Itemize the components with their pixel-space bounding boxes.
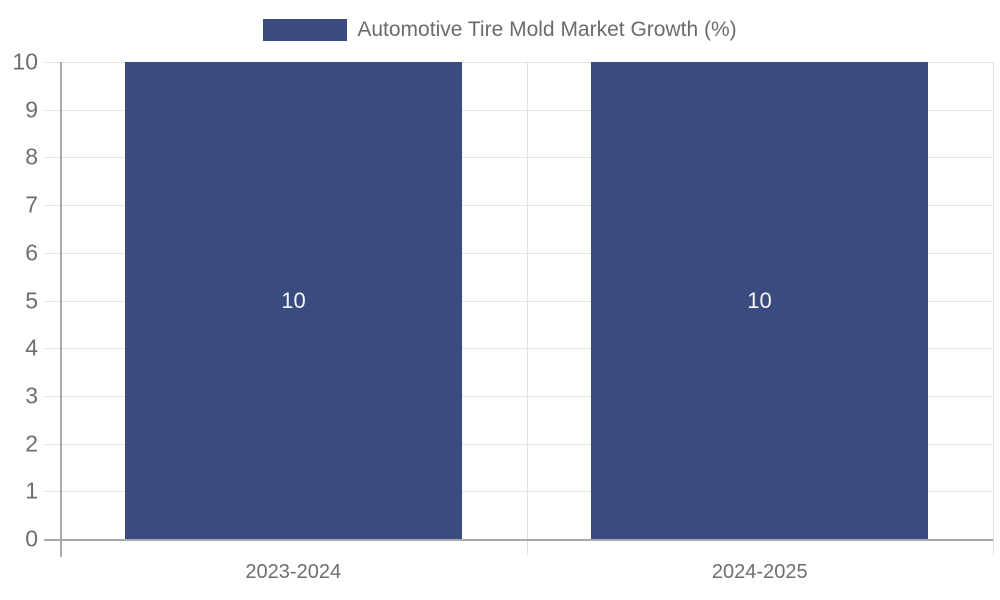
y-gridline <box>44 395 993 397</box>
y-gridline <box>44 205 993 207</box>
y-gridline <box>44 443 993 445</box>
y-gridline <box>44 62 993 63</box>
category-boundary-gridline <box>993 62 994 555</box>
category-boundary-gridline <box>526 62 528 555</box>
y-gridline <box>44 252 993 254</box>
y-gridline <box>44 300 993 302</box>
legend-label: Automotive Tire Mold Market Growth (%) <box>357 18 737 41</box>
y-gridline <box>44 348 993 350</box>
x-axis-tick-label: 2023-2024 <box>245 561 342 583</box>
y-axis-tick-label: 10 <box>12 48 38 75</box>
y-axis-tick-label: 1 <box>25 477 38 504</box>
bar[interactable]: 10 <box>125 62 462 539</box>
y-axis-tick-label: 0 <box>25 525 38 552</box>
y-axis-tick-label: 8 <box>25 143 38 170</box>
legend-swatch <box>263 19 348 41</box>
x-axis-line <box>44 539 993 541</box>
y-axis-tick-label: 3 <box>25 382 38 409</box>
bar[interactable]: 10 <box>591 62 928 539</box>
bar-value-label: 10 <box>747 287 772 313</box>
y-axis-tick-label: 4 <box>25 334 38 361</box>
y-axis-tick-label: 2 <box>25 430 38 457</box>
y-axis-tick-label: 7 <box>25 191 38 218</box>
y-gridline <box>44 491 993 493</box>
y-axis-tick-label: 6 <box>25 239 38 266</box>
y-axis-line <box>60 62 62 557</box>
bar-value-label: 10 <box>281 287 306 313</box>
y-gridline <box>44 109 993 111</box>
y-gridline <box>44 157 993 159</box>
x-axis-tick-label: 2024-2025 <box>711 561 808 583</box>
y-axis-tick-label: 9 <box>25 96 38 123</box>
chart-legend: Automotive Tire Mold Market Growth (%) <box>0 18 1000 42</box>
y-axis-tick-label: 5 <box>25 287 38 313</box>
legend-item[interactable]: Automotive Tire Mold Market Growth (%) <box>263 18 737 42</box>
